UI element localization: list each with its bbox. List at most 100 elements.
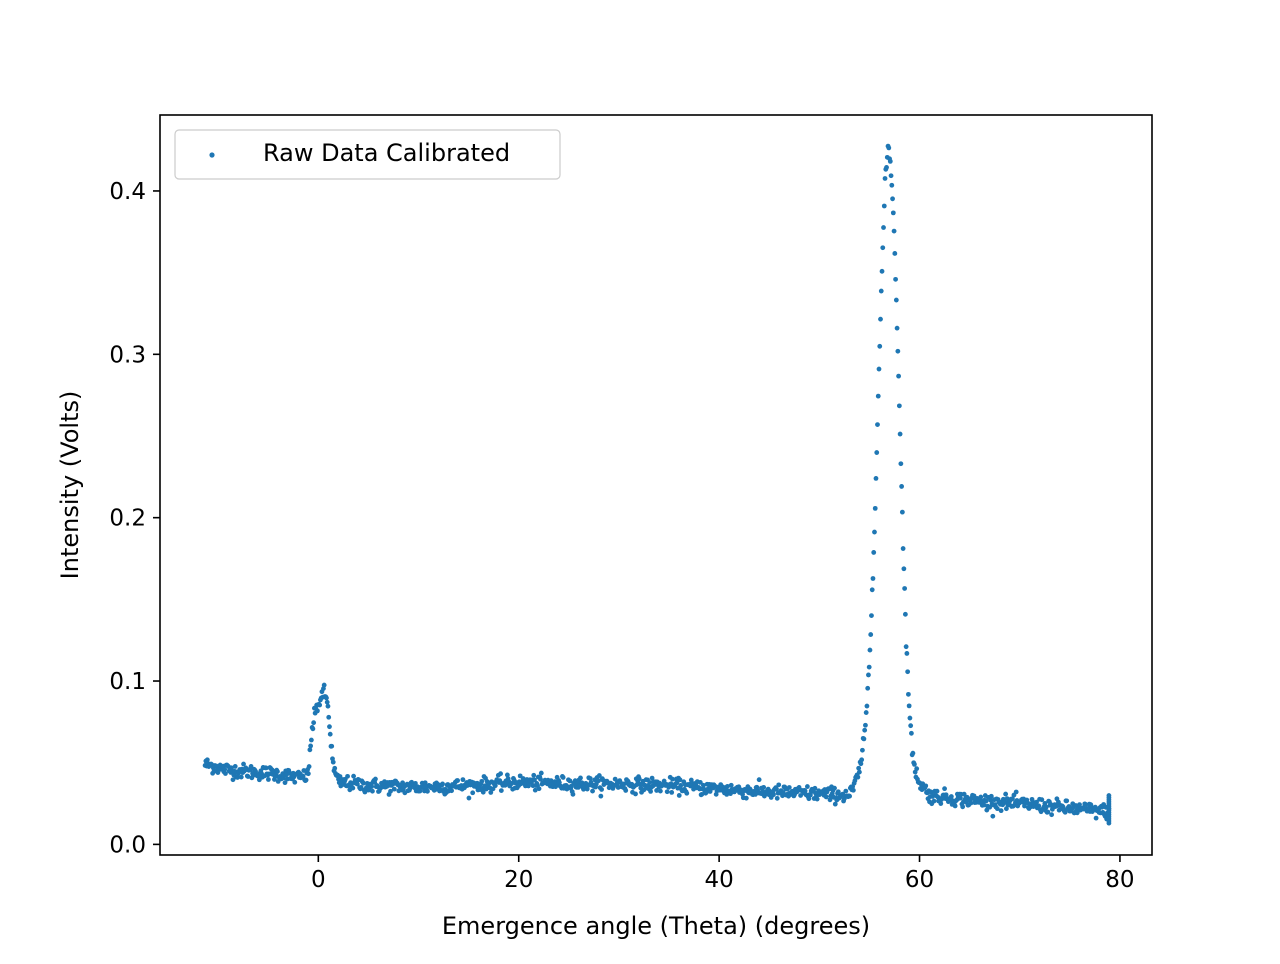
data-point [893, 297, 899, 303]
data-point [855, 774, 861, 780]
data-point [786, 785, 792, 790]
data-point [317, 702, 323, 708]
data-point [413, 780, 418, 786]
data-point [998, 808, 1004, 814]
data-point [1064, 798, 1070, 804]
data-point [875, 393, 881, 399]
data-point [391, 786, 397, 792]
data-point [697, 779, 703, 785]
data-point [832, 801, 838, 807]
data-point [654, 788, 660, 793]
data-point [843, 788, 849, 794]
data-point [774, 795, 780, 801]
data-point [872, 505, 878, 511]
data-point [961, 791, 967, 797]
data-point [1034, 799, 1039, 805]
data-point [354, 781, 360, 787]
data-point [890, 210, 896, 216]
data-point [868, 632, 874, 637]
data-point [881, 203, 887, 209]
data-point [1036, 803, 1042, 809]
data-point [657, 788, 663, 794]
plot-frame [159, 114, 1153, 856]
x-tick-label: 60 [905, 867, 934, 893]
data-point [863, 722, 868, 728]
data-point [881, 225, 886, 230]
data-point [308, 743, 314, 749]
data-point [898, 461, 904, 467]
data-point [860, 747, 865, 753]
data-point [814, 796, 820, 802]
data-point [876, 366, 882, 372]
y-axis-label: Intensity (Volts) [56, 391, 84, 580]
data-point [647, 780, 653, 785]
data-point [560, 775, 566, 780]
data-point [215, 770, 221, 775]
data-point [538, 776, 543, 782]
data-point [455, 778, 461, 783]
data-point [905, 669, 911, 675]
y-axis-ticks: 0.0 0.1 0.2 0.3 0.4 [109, 179, 160, 858]
data-point [327, 724, 332, 730]
data-point [570, 791, 576, 797]
data-point [498, 771, 503, 777]
data-point [590, 788, 595, 794]
data-point [771, 792, 776, 798]
data-point [823, 794, 829, 800]
data-point [850, 787, 856, 793]
data-point [863, 710, 869, 715]
data-point [938, 801, 944, 806]
data-point [968, 800, 974, 806]
x-tick-label: 20 [504, 867, 533, 893]
data-point [875, 422, 880, 427]
data-point [369, 784, 375, 789]
data-point [538, 770, 544, 776]
data-point [877, 343, 883, 349]
data-point [670, 776, 675, 782]
data-point [827, 797, 833, 803]
data-point [990, 813, 996, 819]
x-axis-label: Emergence angle (Theta) (degrees) [442, 912, 870, 940]
data-point [466, 795, 472, 801]
data-point [907, 715, 913, 721]
data-point [931, 798, 937, 804]
data-point [879, 268, 885, 274]
x-axis-ticks: 0 20 40 60 80 [311, 855, 1135, 893]
data-point [460, 777, 466, 783]
data-point [948, 794, 954, 799]
data-point [878, 288, 884, 294]
data-point [804, 784, 810, 789]
data-point [449, 788, 454, 794]
data-point [869, 587, 875, 593]
data-point [329, 743, 335, 749]
data-point [870, 576, 876, 581]
data-point [912, 761, 917, 767]
data-point [305, 771, 311, 777]
data-point [984, 807, 990, 813]
y-tick-label: 0.3 [109, 342, 146, 368]
data-point [897, 431, 903, 437]
data-point [902, 611, 908, 617]
data-point [874, 450, 880, 455]
data-point [887, 158, 893, 164]
data-point [865, 685, 871, 691]
data-point [1049, 812, 1055, 818]
data-point [909, 730, 914, 736]
data-point [326, 714, 332, 720]
data-point [808, 792, 813, 798]
data-point [847, 793, 852, 799]
data-point [599, 787, 604, 792]
y-tick-label: 0.4 [109, 179, 146, 205]
data-point [856, 765, 862, 771]
data-point [806, 796, 812, 802]
data-point [636, 776, 642, 782]
data-point [648, 789, 653, 794]
data-point [756, 777, 762, 783]
data-point [884, 164, 889, 170]
x-tick-label: 40 [704, 867, 733, 893]
data-point [988, 793, 994, 799]
data-point [598, 793, 604, 799]
data-point [623, 788, 629, 793]
legend-label: Raw Data Calibrated [263, 139, 510, 167]
data-point [325, 703, 331, 709]
